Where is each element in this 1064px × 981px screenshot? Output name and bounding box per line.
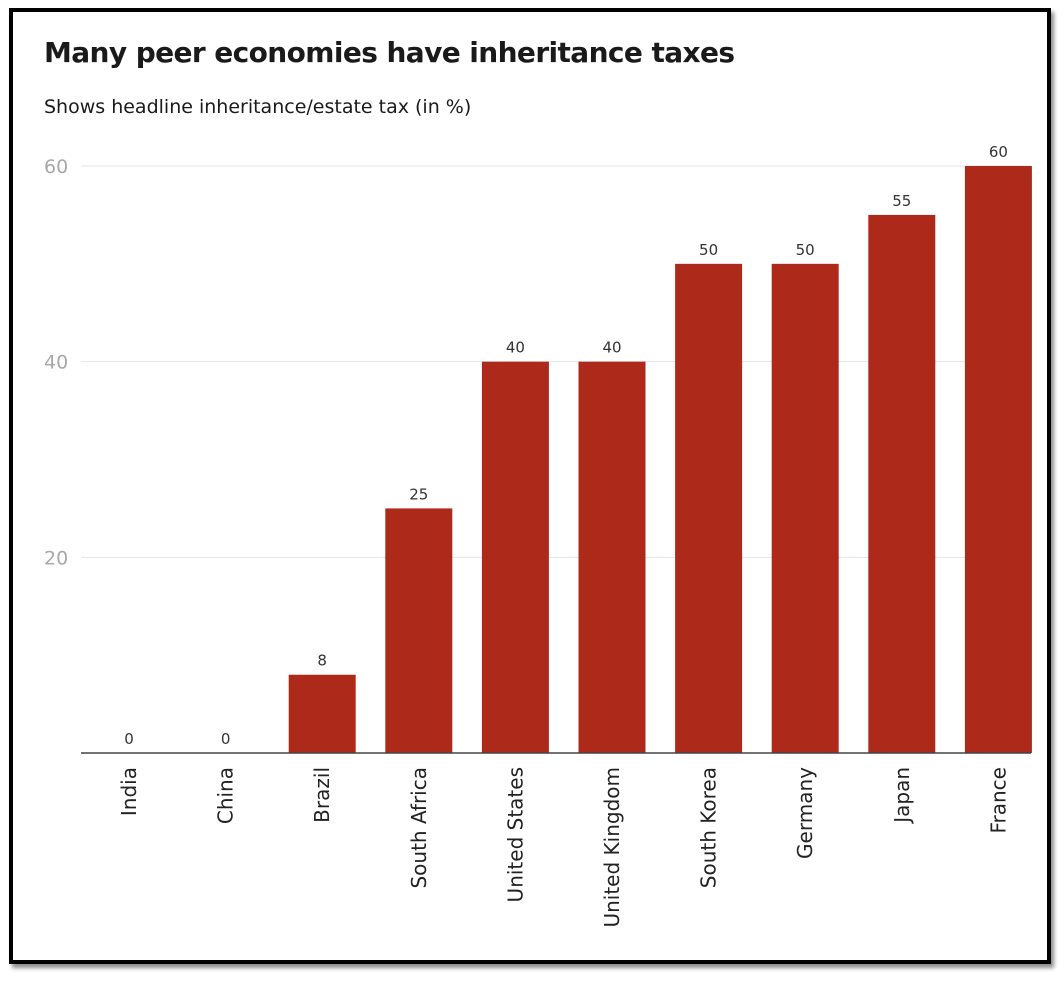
category-label: South Africa — [407, 767, 431, 889]
chart-subtitle: Shows headline inheritance/estate tax (i… — [44, 96, 472, 118]
value-label: 60 — [989, 143, 1008, 161]
bars — [288, 166, 1032, 753]
labels: 20 40 60 0 India 0 China 8 Brazil 25 South Africa 4… — [44, 143, 1031, 928]
bar — [288, 674, 356, 753]
chart-frame: Many peer economies have inheritance tax… — [9, 8, 1051, 964]
category-label: United States — [503, 767, 527, 902]
bar — [481, 361, 549, 753]
value-label: 55 — [892, 192, 911, 210]
y-tick-label: 20 — [44, 547, 68, 569]
y-tick-label: 60 — [44, 156, 68, 178]
category-label: Germany — [793, 767, 817, 859]
value-label: 8 — [317, 652, 327, 670]
category-label: South Korea — [697, 767, 721, 888]
category-label: India — [117, 767, 141, 816]
bar — [675, 263, 743, 753]
value-label: 0 — [124, 730, 134, 748]
value-label: 0 — [221, 730, 231, 748]
category-label: United Kingdom — [600, 767, 624, 928]
value-label: 40 — [602, 339, 621, 357]
bar — [868, 214, 936, 753]
bar-chart: 20 40 60 0 India 0 China 8 Brazil 25 South Africa 4… — [44, 143, 1032, 928]
value-label: 50 — [796, 241, 815, 259]
category-label: Japan — [890, 767, 914, 825]
bar — [771, 263, 839, 753]
chart-title: Many peer economies have inheritance tax… — [44, 36, 735, 69]
bar — [964, 166, 1032, 753]
bar — [578, 361, 646, 753]
y-tick-label: 40 — [44, 352, 68, 374]
value-label: 25 — [409, 485, 428, 503]
value-label: 50 — [699, 241, 718, 259]
value-label: 40 — [506, 339, 525, 357]
category-label: Brazil — [310, 767, 334, 823]
category-label: France — [986, 767, 1010, 834]
bar — [385, 508, 453, 753]
category-label: China — [214, 767, 238, 824]
